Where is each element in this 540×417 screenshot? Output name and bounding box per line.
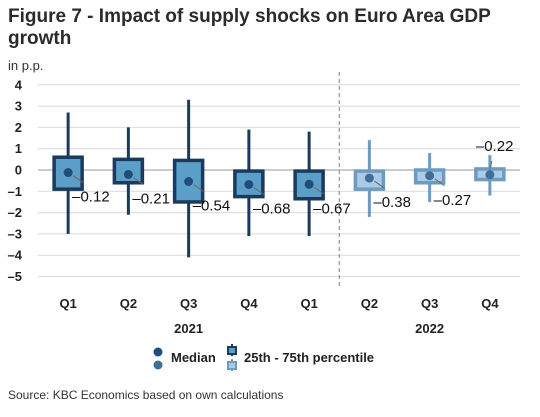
y-tick-label: 4 [15, 77, 23, 92]
median-dot [184, 177, 194, 187]
legend-median-dark-icon [153, 347, 163, 357]
label-leader [253, 187, 265, 195]
label-leader [193, 184, 204, 192]
y-unit-label: in p.p. [8, 58, 44, 73]
x-tick-label: Q2 [361, 296, 378, 311]
iqr-box [233, 169, 265, 199]
y-tick-label: –2 [8, 205, 22, 220]
label-leader [313, 186, 325, 195]
legend-median-label: Median [171, 350, 216, 365]
median-dot [244, 179, 254, 189]
label-leader [374, 180, 385, 189]
data-label: –0.21 [132, 190, 170, 207]
legend-median-light-icon [153, 360, 163, 370]
x-tick-label: Q4 [481, 296, 499, 311]
y-tick-label: 0 [15, 163, 22, 178]
median-dot [364, 173, 374, 183]
year-label: 2022 [415, 321, 444, 336]
x-tick-label: Q2 [120, 296, 137, 311]
y-tick-label: 3 [15, 99, 22, 114]
median-dot [425, 171, 435, 181]
y-tick-label: 1 [15, 141, 22, 156]
y-tick-label: –4 [8, 248, 23, 263]
chart-title: Figure 7 - Impact of supply shocks on Eu… [8, 6, 491, 49]
x-tick-label: Q3 [421, 296, 438, 311]
median-dot [123, 169, 133, 179]
median-dot [63, 168, 73, 178]
x-tick-label: Q4 [240, 296, 258, 311]
data-label: –0.27 [434, 192, 472, 209]
data-label: –0.38 [373, 194, 411, 211]
y-tick-label: –1 [8, 184, 22, 199]
data-label: –0.67 [313, 200, 351, 217]
x-tick-label: Q1 [300, 296, 317, 311]
legend-percentile-label: 25th - 75th percentile [244, 350, 374, 365]
data-label: –0.68 [253, 200, 291, 217]
x-tick-label: Q3 [180, 296, 197, 311]
y-tick-label: 2 [15, 120, 22, 135]
source-note: Source: KBC Economics based on own calcu… [8, 388, 284, 402]
year-label: 2021 [174, 321, 203, 336]
label-leader [72, 175, 84, 183]
label-leader [489, 160, 493, 170]
data-label: –0.22 [476, 138, 514, 155]
data-label: –0.54 [193, 198, 231, 215]
label-leader [434, 178, 445, 187]
median-dot [304, 179, 314, 189]
y-tick-label: –5 [8, 269, 22, 284]
data-label: –0.12 [72, 189, 110, 206]
legend-box-dark-icon [227, 346, 237, 355]
legend-box-light-icon [227, 361, 237, 370]
label-leader [133, 177, 144, 185]
y-tick-label: –3 [8, 226, 22, 241]
x-tick-label: Q1 [59, 296, 76, 311]
median-dot [485, 170, 495, 180]
